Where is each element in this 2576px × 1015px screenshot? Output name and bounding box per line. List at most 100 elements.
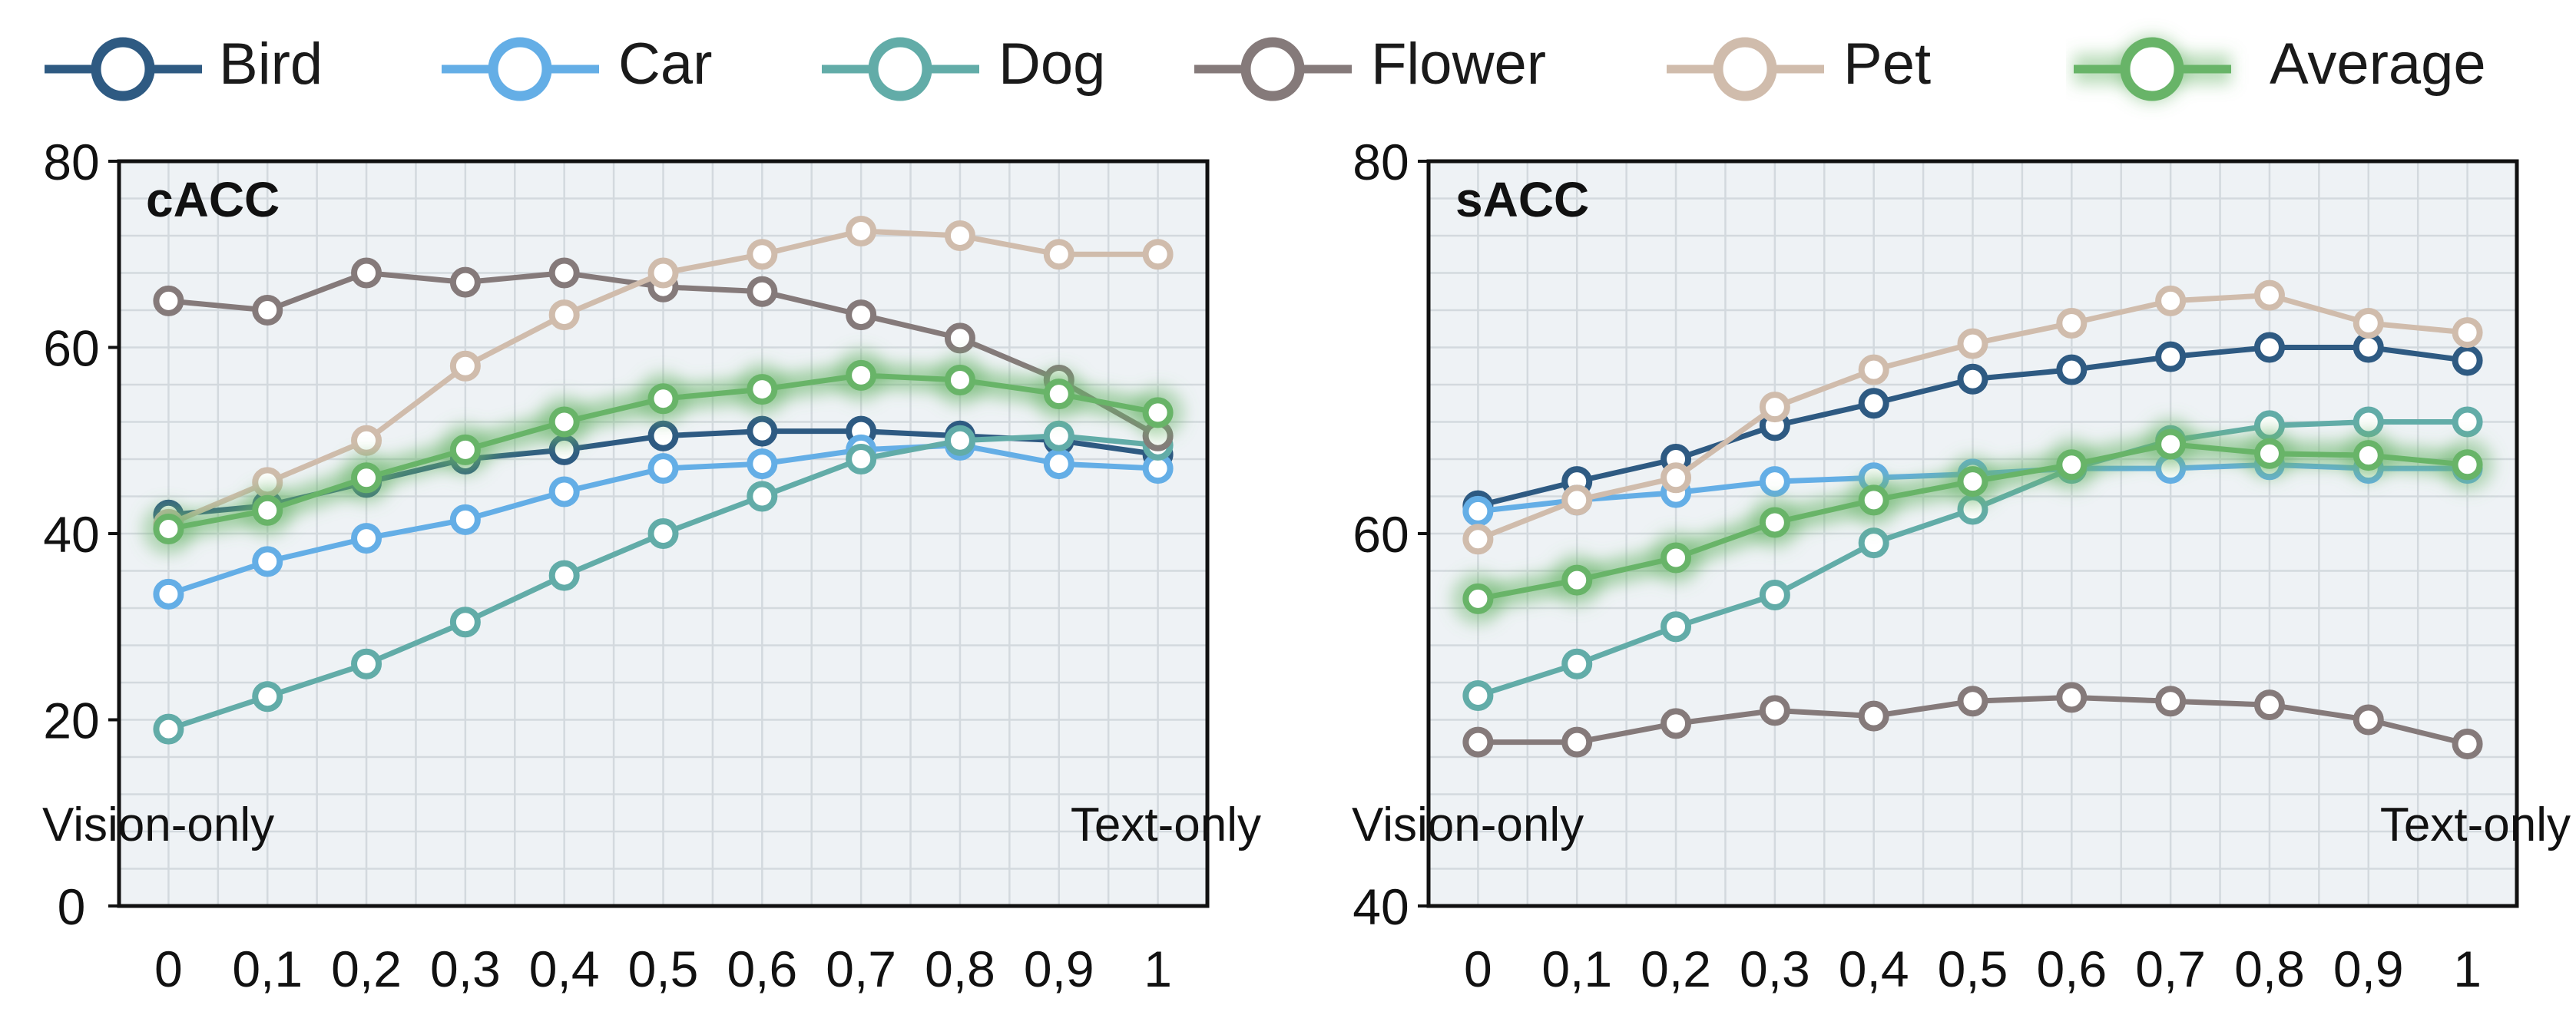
data-point-flower	[548, 257, 580, 289]
data-point-car	[252, 546, 283, 577]
series-average	[142, 349, 1184, 555]
legend-swatch-car	[442, 37, 599, 101]
data-point-pet	[449, 350, 481, 382]
y-tick-label: 40	[43, 506, 99, 563]
data-point-pet	[747, 239, 778, 270]
data-point-pet	[1858, 354, 1889, 385]
x-tick-label: 0,1	[1541, 941, 1612, 997]
legend-label-flower: Flower	[1371, 31, 1547, 97]
data-point-dog	[548, 560, 580, 591]
x-tick-label: 0,3	[1740, 941, 1810, 997]
data-point-flower	[846, 299, 877, 331]
data-point-flower	[2155, 686, 2187, 717]
data-point-pet	[2452, 317, 2483, 349]
chart-sacc: 40 60 80 0 0,1 0,2 0,3 0,4 0,5 0,6 0,7 0,8 0,9 1 sACC V…	[1352, 134, 2571, 997]
data-point-bird	[2155, 341, 2187, 372]
data-point-flower	[153, 285, 184, 316]
data-point-average	[2452, 449, 2483, 481]
data-point-flower	[1462, 726, 1494, 758]
data-point-average	[1957, 466, 1988, 498]
x-tick-label: 0,2	[1641, 941, 1711, 997]
data-point-dog	[449, 607, 481, 638]
data-point-pet	[846, 215, 877, 246]
data-point-average	[449, 434, 481, 465]
data-point-dog	[153, 713, 184, 745]
legend-label-dog: Dog	[998, 31, 1106, 97]
x-tick-label: 0,9	[2333, 941, 2404, 997]
data-point-dog	[2452, 406, 2483, 438]
data-point-average	[647, 383, 679, 415]
data-point-pet	[1561, 484, 1593, 516]
data-point-pet	[1957, 328, 1988, 359]
data-point-dog	[647, 518, 679, 549]
data-point-pet	[351, 425, 382, 456]
data-point-car	[548, 476, 580, 507]
data-point-dog	[1759, 580, 1790, 611]
data-point-pet	[1142, 239, 1174, 270]
data-point-average	[153, 513, 184, 544]
data-point-average	[2056, 449, 2088, 481]
series-pet	[153, 215, 1174, 540]
x-tick-label: 1	[2453, 941, 2482, 997]
data-point-bird	[747, 415, 778, 447]
x-tick-label: 0,6	[727, 941, 797, 997]
data-point-pet	[944, 220, 975, 251]
data-point-average	[1462, 583, 1494, 614]
data-point-bird	[2452, 345, 2483, 376]
y-tick-label: 60	[1353, 506, 1409, 563]
data-point-car	[351, 523, 382, 554]
data-point-car	[1759, 466, 1790, 498]
y-tick-label: 80	[43, 134, 99, 190]
data-point-average	[1561, 564, 1593, 596]
annotation-vision-only: Vision-only	[42, 798, 274, 851]
x-tick-label: 0,8	[2234, 941, 2305, 997]
data-point-car	[647, 453, 679, 484]
x-tick-label: 0	[1464, 941, 1492, 997]
data-point-pet	[1043, 239, 1074, 270]
data-point-car	[449, 504, 481, 535]
data-point-flower	[1759, 695, 1790, 726]
data-point-flower	[449, 266, 481, 298]
data-point-average	[548, 406, 580, 438]
data-point-flower	[252, 295, 283, 326]
legend-swatch-average	[2074, 35, 2231, 103]
data-point-flower	[351, 257, 382, 289]
data-point-dog	[351, 648, 382, 679]
data-point-flower	[1858, 700, 1889, 732]
data-point-car	[1462, 495, 1494, 527]
x-tick-label: 0	[154, 941, 183, 997]
y-tick-label: 20	[43, 693, 99, 749]
x-tick-label: 0,3	[430, 941, 501, 997]
data-point-car	[1043, 448, 1074, 480]
y-tick-label: 80	[1353, 134, 1409, 190]
data-point-average	[2253, 438, 2285, 469]
legend-swatch-bird	[45, 37, 202, 101]
y-tick-label: 0	[58, 878, 86, 935]
data-point-average	[2155, 428, 2187, 460]
x-tick-label: 0,2	[331, 941, 402, 997]
data-point-bird	[2353, 332, 2384, 363]
x-tick-label: 0,7	[826, 941, 896, 997]
data-point-dog	[944, 425, 975, 456]
legend-label-pet: Pet	[1843, 31, 1932, 97]
legend-swatch-flower	[1194, 37, 1352, 101]
panel-title: sACC	[1455, 172, 1589, 227]
x-tick-label: 1	[1144, 941, 1172, 997]
data-point-bird	[1957, 363, 1988, 395]
x-tick-label: 0,1	[232, 941, 303, 997]
data-point-flower	[2353, 704, 2384, 736]
data-point-dog	[252, 681, 283, 712]
data-point-flower	[1561, 726, 1593, 758]
legend-swatch-dog	[822, 37, 979, 101]
data-point-bird	[1858, 388, 1889, 419]
data-point-dog	[846, 444, 877, 474]
x-tick-label: 0,8	[925, 941, 995, 997]
data-point-flower	[747, 276, 778, 307]
data-point-car	[153, 578, 184, 610]
data-point-flower	[1957, 686, 1988, 717]
data-point-dog	[1561, 648, 1593, 679]
x-tick-label: 0,4	[1839, 941, 1909, 997]
data-point-pet	[1462, 524, 1494, 555]
data-point-average	[944, 364, 975, 395]
